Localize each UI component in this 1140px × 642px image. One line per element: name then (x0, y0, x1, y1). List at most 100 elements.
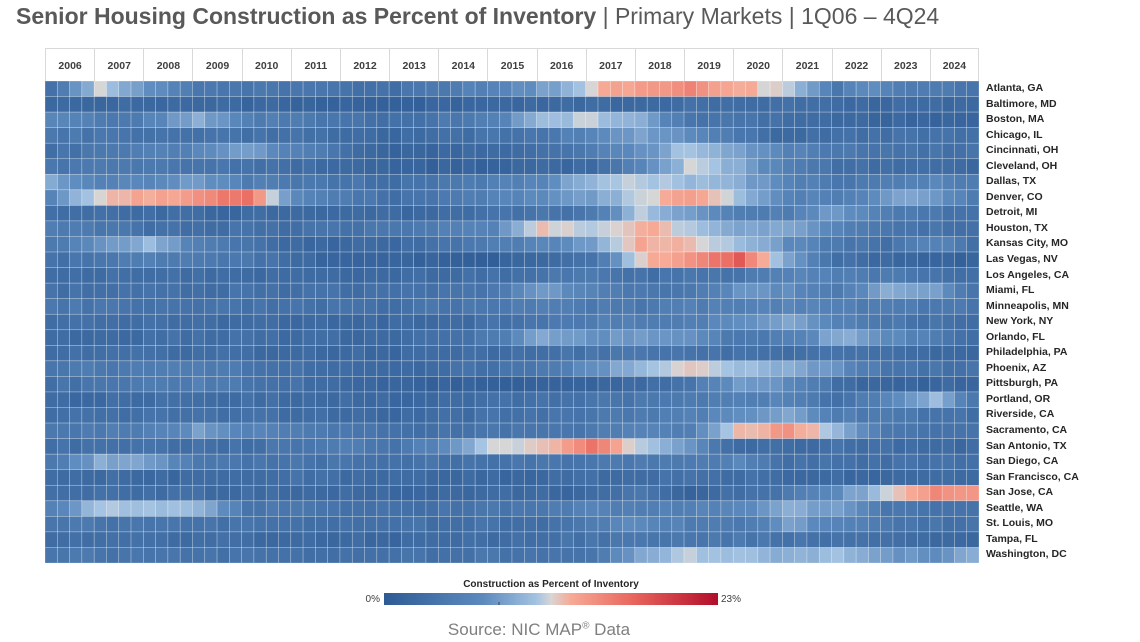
heatmap-cell (622, 313, 636, 331)
legend-gradient-step (586, 593, 589, 605)
heatmap-cell (745, 313, 759, 331)
heatmap-cell (364, 531, 378, 548)
heatmap-cell (597, 516, 611, 533)
heatmap-cell (720, 360, 734, 377)
heatmap-cell (843, 96, 857, 113)
heatmap-cell (757, 127, 771, 144)
heatmap-cell (941, 453, 955, 471)
heatmap-cell (81, 173, 95, 191)
heatmap-cell (69, 360, 83, 377)
heatmap-cell (401, 376, 415, 393)
heatmap-cell (536, 173, 550, 191)
heatmap-cell (954, 267, 968, 284)
heatmap-cell (130, 329, 144, 346)
heatmap-cell (155, 360, 169, 377)
heatmap-cell (855, 158, 869, 175)
heatmap-cell (954, 376, 968, 393)
heatmap-cell (929, 516, 943, 533)
heatmap-cell (941, 127, 955, 144)
legend-gradient-step (708, 593, 711, 605)
heatmap-cell (401, 220, 415, 237)
heatmap-cell (265, 516, 279, 533)
heatmap-cell (487, 313, 501, 331)
heatmap-cell (720, 236, 734, 253)
legend-gradient-step (606, 593, 609, 605)
market-label: Denver, CO (986, 190, 1043, 203)
heatmap-cell (437, 111, 451, 129)
heatmap-cell (364, 205, 378, 222)
heatmap-cell (265, 189, 279, 206)
heatmap-cell (69, 376, 83, 393)
heatmap-cell (646, 96, 660, 113)
heatmap-cell (646, 407, 660, 424)
heatmap-cell (880, 407, 894, 424)
heatmap-cell (855, 438, 869, 455)
heatmap-cell (855, 345, 869, 362)
heatmap-cell (401, 96, 415, 113)
heatmap-cell (265, 173, 279, 191)
heatmap-cell (523, 189, 537, 206)
heatmap-cell (179, 267, 193, 284)
heatmap-cell (425, 267, 439, 284)
heatmap-cell (93, 547, 107, 563)
heatmap-cell (880, 220, 894, 237)
legend-gradient-step (620, 593, 623, 605)
heatmap-cell (364, 96, 378, 113)
heatmap-cell (610, 391, 623, 408)
heatmap-cell (167, 158, 181, 175)
heatmap-cell (290, 422, 304, 439)
heatmap-cell (732, 360, 746, 377)
heatmap-cell (732, 329, 746, 346)
heatmap-cell (892, 220, 906, 237)
heatmap-cell (351, 142, 365, 160)
heatmap-cell (929, 251, 943, 268)
heatmap-cell (45, 173, 58, 191)
heatmap-cell (192, 438, 206, 455)
heatmap-cell (855, 484, 869, 502)
heatmap-cell (929, 313, 943, 331)
heatmap-cell (388, 267, 402, 284)
heatmap-cell (253, 127, 267, 144)
heatmap-cell (290, 407, 304, 424)
legend-gradient-step (432, 593, 435, 605)
heatmap-cell (917, 220, 931, 237)
legend-gradient-step (536, 593, 539, 605)
heatmap-cell (93, 158, 107, 175)
heatmap-cell (966, 422, 979, 439)
heatmap-cell (204, 376, 218, 393)
heatmap-cell (634, 438, 648, 455)
heatmap-cell (45, 96, 58, 113)
heatmap-cell (683, 127, 697, 144)
heatmap-cell (831, 484, 845, 502)
heatmap-cell (118, 469, 132, 486)
heatmap-cell (351, 376, 365, 393)
heatmap-cell (130, 282, 144, 300)
heatmap-cell (179, 469, 193, 486)
heatmap-cell (671, 453, 685, 471)
legend-gradient-step (572, 593, 575, 605)
heatmap-cell (683, 173, 697, 191)
heatmap-cell (536, 282, 550, 300)
heatmap-cell (683, 81, 697, 97)
heatmap-cell (45, 127, 58, 144)
heatmap-cell (708, 360, 722, 377)
heatmap-cell (696, 469, 709, 486)
heatmap-cell (69, 422, 83, 439)
heatmap-cell (229, 469, 242, 486)
heatmap-cell (499, 407, 513, 424)
heatmap-cell (425, 376, 439, 393)
heatmap-cell (818, 360, 832, 377)
heatmap-cell (892, 173, 906, 191)
legend-gradient-step (426, 593, 429, 605)
heatmap-cell (782, 422, 796, 439)
heatmap-cell (511, 516, 525, 533)
legend-gradient-step (532, 593, 535, 605)
market-label: San Francisco, CA (986, 470, 1079, 483)
heatmap-cell (143, 391, 156, 408)
heatmap-cell (155, 438, 169, 455)
heatmap-cell (720, 531, 734, 548)
heatmap-cell (56, 236, 70, 253)
heatmap-cell (302, 469, 316, 486)
heatmap-cell (954, 516, 968, 533)
heatmap-cell (388, 236, 402, 253)
